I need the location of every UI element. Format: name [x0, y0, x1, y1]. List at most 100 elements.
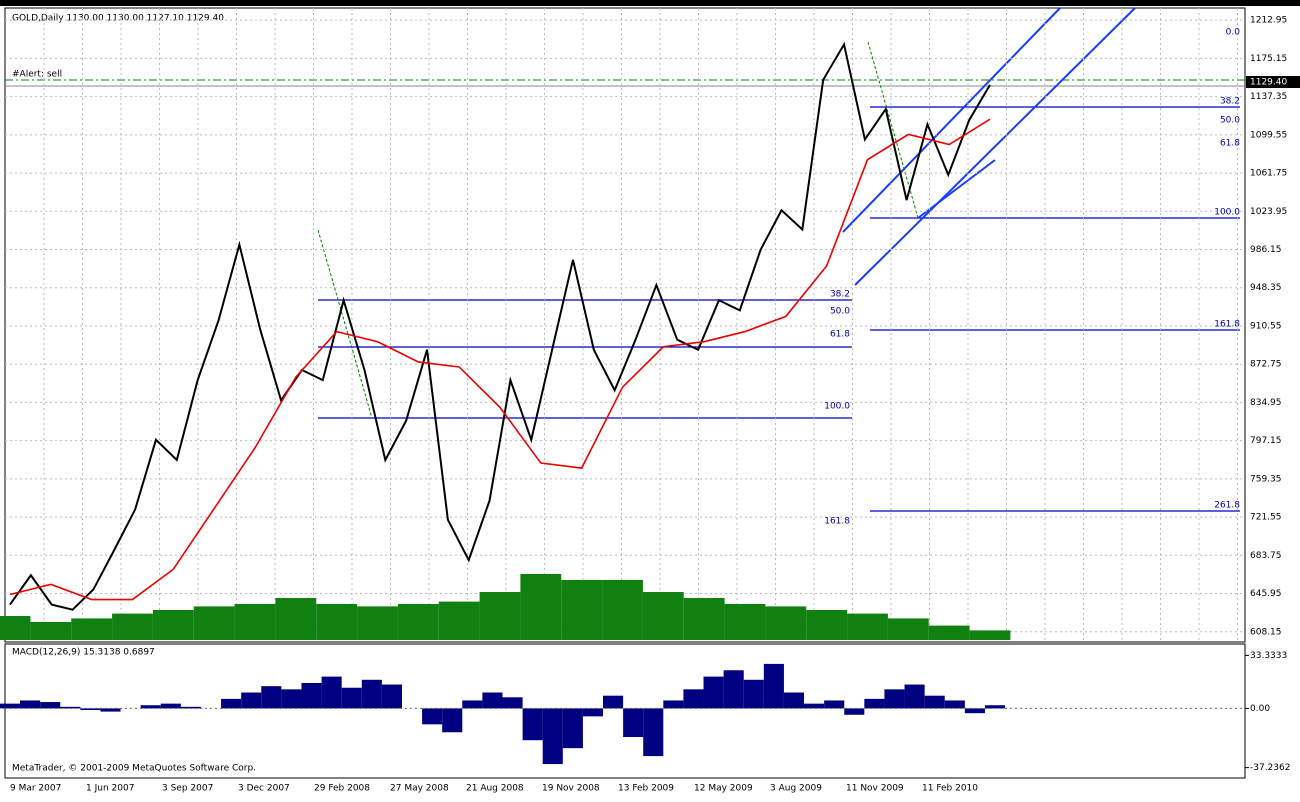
volume-bar	[969, 630, 1011, 640]
macd-bar	[381, 684, 402, 709]
macd-bar	[884, 689, 905, 709]
fib-label: 50.0	[1220, 116, 1240, 126]
fib-label: 161.8	[1214, 320, 1240, 330]
y-tick-label: 986.15	[1250, 245, 1282, 255]
volume-bar	[479, 592, 521, 640]
x-tick-label: 19 Nov 2008	[542, 784, 600, 794]
macd-bar	[924, 695, 945, 709]
price-tag-bg	[1246, 76, 1300, 88]
macd-bar	[723, 670, 744, 709]
macd-bar	[964, 708, 985, 714]
macd-bar	[824, 700, 845, 709]
macd-bar	[462, 700, 483, 709]
macd-bar	[0, 703, 21, 709]
macd-bar	[623, 708, 644, 738]
volume-bar	[928, 625, 970, 640]
price-frame	[4, 7, 1246, 643]
macd-bar	[100, 708, 121, 712]
macd-bar	[160, 703, 181, 709]
volume-bar	[683, 598, 725, 640]
y-tick-label: 1099.55	[1250, 130, 1287, 140]
volume-bar	[438, 601, 480, 640]
x-tick-label: 1 Jun 2007	[86, 784, 134, 794]
macd-bar	[20, 700, 41, 709]
macd-tick-label: -37.2362	[1250, 763, 1290, 773]
y-tick-label: 759.35	[1250, 474, 1282, 484]
volume-bar	[0, 616, 31, 640]
x-tick-label: 3 Sep 2007	[162, 784, 213, 794]
fib-label: 38.2	[830, 290, 850, 300]
macd-bar	[984, 705, 1006, 709]
x-tick-label: 11 Feb 2010	[922, 784, 978, 794]
macd-bar	[542, 708, 563, 765]
x-tick-label: 13 Feb 2009	[618, 784, 674, 794]
macd-bar	[582, 708, 604, 717]
volume-bar	[724, 604, 766, 640]
x-tick-label: 11 Nov 2009	[846, 784, 904, 794]
macd-bar	[562, 708, 583, 749]
macd-bar	[522, 708, 543, 741]
y-tick-label: 683.75	[1250, 551, 1282, 561]
macd-bar	[763, 663, 784, 709]
volume-bar	[30, 622, 72, 640]
macd-tick-label: 0.00	[1250, 704, 1270, 714]
macd-bar	[944, 700, 965, 709]
price-tag: 1129.40	[1250, 78, 1287, 88]
volume-bar	[561, 580, 603, 640]
volume-bar	[316, 604, 358, 640]
macd-bar	[221, 698, 242, 709]
macd-tick-label: 33.3333	[1250, 651, 1287, 661]
x-tick-label: 9 Mar 2007	[10, 784, 61, 794]
copyright: MetaTrader, © 2001-2009 MetaQuotes Softw…	[12, 764, 256, 774]
macd-bar	[281, 689, 302, 709]
macd-bar	[864, 698, 885, 709]
fib-label: 0.0	[1226, 28, 1241, 38]
macd-bar	[361, 679, 382, 709]
moving-average	[9, 118, 991, 601]
y-tick-label: 797.15	[1250, 436, 1282, 446]
y-tick-label: 608.15	[1250, 627, 1282, 637]
y-tick-label: 834.95	[1250, 398, 1282, 408]
macd-bar	[703, 676, 724, 709]
macd-bar	[904, 684, 925, 709]
macd-bar	[482, 692, 503, 709]
volume-bar	[642, 592, 684, 640]
macd-bar	[422, 708, 443, 725]
y-tick-label: 1023.95	[1250, 207, 1287, 217]
fib-label: 38.2	[1220, 97, 1240, 107]
y-tick-label: 1175.15	[1250, 54, 1287, 64]
x-tick-label: 3 Aug 2009	[770, 784, 822, 794]
indicator-title: MACD(12,26,9) 15.3138 0.6897	[12, 648, 155, 658]
volume-bar	[397, 604, 439, 640]
macd-bar	[844, 708, 865, 715]
volume-bar	[847, 613, 888, 640]
macd-bar	[261, 686, 282, 709]
macd-bar	[804, 703, 825, 709]
volume-bar	[806, 610, 848, 640]
alert-label: #Alert: sell	[12, 70, 62, 80]
macd-bar	[783, 692, 805, 709]
fib-label: 61.8	[1220, 139, 1240, 149]
y-tick-label: 948.35	[1250, 283, 1282, 293]
volume-bar	[152, 610, 194, 640]
volume-bar	[765, 606, 807, 640]
y-tick-label: 872.75	[1250, 360, 1282, 370]
fib-label: 100.0	[1214, 208, 1240, 218]
top-border	[0, 0, 1300, 6]
fib-label: 61.8	[830, 330, 850, 340]
macd-bar	[442, 708, 463, 733]
fib-label: 261.8	[1214, 501, 1240, 511]
fibo-right	[870, 106, 1240, 512]
zigzag	[317, 229, 373, 419]
x-tick-label: 27 May 2008	[390, 784, 449, 794]
y-tick-label: 910.55	[1250, 321, 1282, 331]
fib-label: 50.0	[830, 307, 850, 317]
y-tick-label: 721.55	[1250, 513, 1282, 523]
volume-bar	[357, 606, 398, 640]
macd-bar	[60, 706, 81, 709]
macd-bar	[80, 708, 101, 710]
macd-bar	[502, 697, 523, 709]
volume-bar	[193, 606, 235, 640]
y-tick-label: 1212.95	[1250, 16, 1287, 26]
